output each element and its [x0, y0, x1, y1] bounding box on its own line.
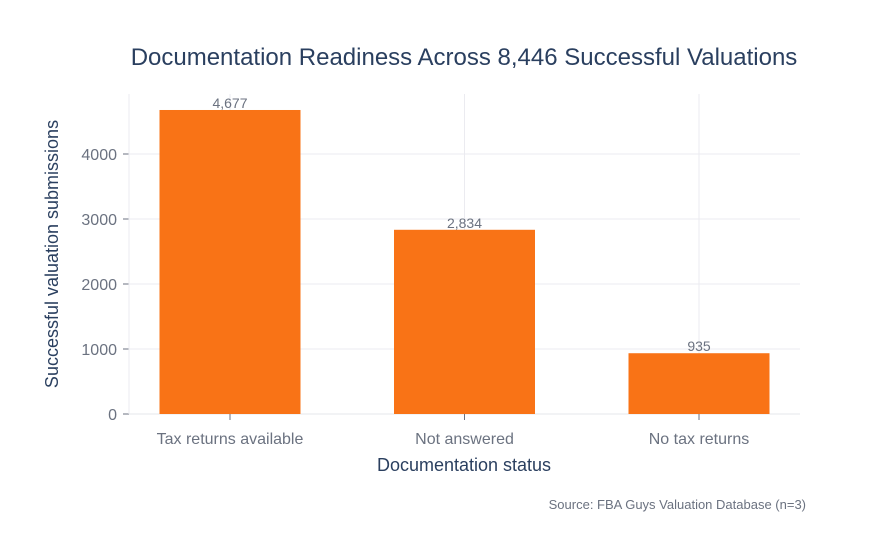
source-note: Source: FBA Guys Valuation Database (n=3… — [549, 497, 806, 512]
x-axis-label: Documentation status — [377, 455, 551, 475]
data-label: 2,834 — [447, 215, 482, 231]
x-tick-label: Tax returns available — [157, 431, 304, 448]
y-tick-label: 4000 — [81, 147, 117, 164]
bar — [159, 109, 301, 415]
x-tick-label: No tax returns — [649, 431, 749, 448]
bar — [394, 229, 535, 414]
x-tick-label: Not answered — [415, 431, 514, 448]
bar — [628, 353, 770, 414]
chart-title: Documentation Readiness Across 8,446 Suc… — [131, 44, 798, 71]
y-axis-label: Successful valuation submissions — [42, 120, 62, 388]
data-label: 4,677 — [212, 95, 247, 111]
y-tick-label: 2000 — [81, 277, 117, 294]
data-label: 935 — [687, 338, 711, 354]
y-tick-label: 0 — [108, 407, 117, 424]
y-tick-label: 3000 — [81, 212, 117, 229]
y-tick-label: 1000 — [81, 342, 117, 359]
